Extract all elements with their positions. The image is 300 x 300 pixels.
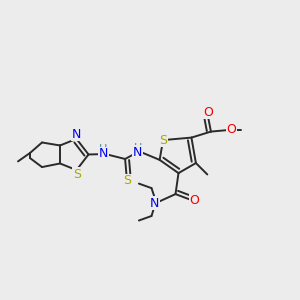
Text: O: O	[226, 123, 236, 136]
Text: S: S	[123, 174, 131, 188]
Text: H: H	[134, 142, 142, 153]
Text: O: O	[203, 106, 213, 118]
Text: H: H	[99, 144, 108, 154]
Text: O: O	[190, 194, 199, 208]
Text: N: N	[71, 128, 81, 141]
Text: N: N	[99, 147, 108, 161]
Text: S: S	[159, 134, 167, 147]
Text: N: N	[150, 196, 160, 210]
Text: S: S	[73, 168, 81, 181]
Text: N: N	[133, 146, 142, 159]
